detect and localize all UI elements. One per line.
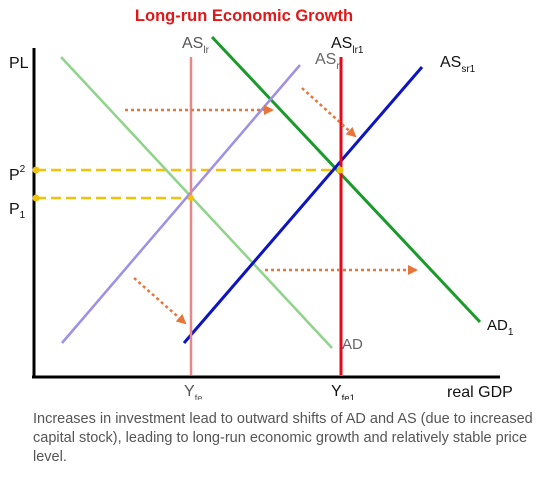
as-lr1-label: ASlr1 — [331, 35, 364, 56]
x-axis-label: real GDP — [447, 384, 513, 400]
as-shift-arrow-lower — [133, 277, 187, 325]
caption-text: Increases in investment lead to outward … — [33, 411, 533, 465]
y-axis-label: PL — [9, 55, 29, 72]
p2-marker — [32, 166, 40, 174]
equilibrium-point-1 — [188, 195, 194, 201]
ad-shift-arrow-upper — [301, 87, 357, 138]
ad-label: AD — [342, 336, 363, 353]
as-sr1-curve — [182, 66, 424, 344]
as-sr-curve — [61, 64, 301, 344]
as-sr1-label: ASsr1 — [440, 54, 476, 75]
yfe1-label: Yfe1 — [331, 383, 355, 400]
as-sr-label: ASr — [315, 51, 340, 72]
long-run-growth-diagram: Long-run Economic Growth PL real GDP P2 … — [9, 7, 514, 400]
ad-curve — [60, 56, 333, 349]
diagram-title: Long-run Economic Growth — [135, 7, 353, 25]
ad1-curve — [210, 35, 482, 324]
as-lr-label: ASlr — [182, 35, 210, 56]
p2-label: P2 — [9, 164, 26, 184]
yfe-label: Yfe — [184, 383, 203, 400]
p1-marker — [32, 194, 40, 202]
equilibrium-point-2 — [336, 166, 344, 174]
ad1-label: AD1 — [487, 317, 514, 338]
p1-label: P1 — [9, 201, 26, 221]
